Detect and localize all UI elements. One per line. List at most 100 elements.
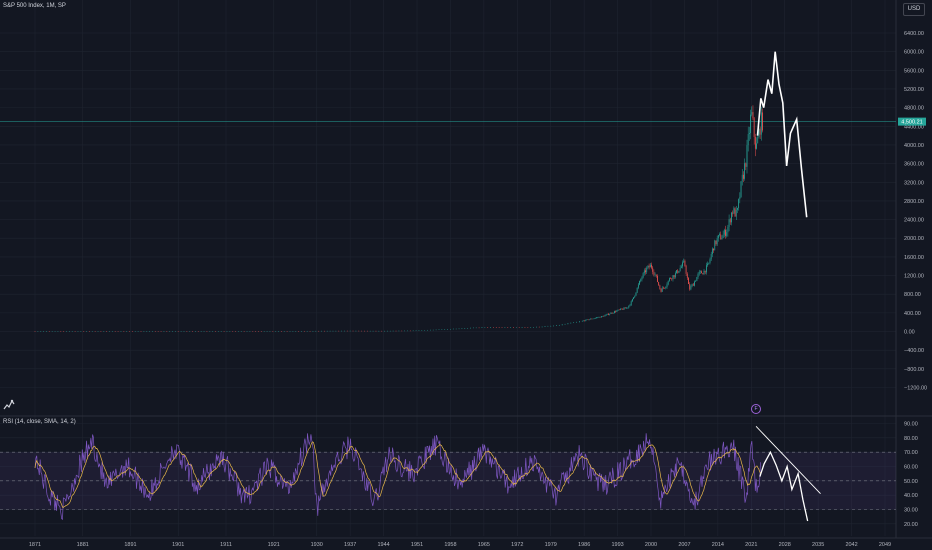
candle-body xyxy=(344,330,345,332)
candle-body xyxy=(706,265,707,273)
candle-body xyxy=(372,330,374,332)
candle-body xyxy=(686,273,688,279)
candle-body xyxy=(583,320,584,322)
candle-body xyxy=(591,318,593,320)
candle-body xyxy=(614,311,615,313)
rsi-tick-label: 60.00 xyxy=(904,465,918,471)
x-tick-label: 1986 xyxy=(578,542,590,548)
candle-body xyxy=(611,312,613,314)
candle-body xyxy=(678,271,680,273)
candle-body xyxy=(556,325,557,326)
price-tick-label: 2800.00 xyxy=(904,199,924,205)
candle-body xyxy=(111,331,113,332)
candle-body xyxy=(157,331,159,332)
x-tick-label: 2049 xyxy=(879,542,891,548)
candle-body xyxy=(599,316,601,318)
candle-body xyxy=(527,327,529,328)
candle-body xyxy=(747,134,749,146)
candle-body xyxy=(303,331,305,332)
x-tick-label: 2021 xyxy=(745,542,757,548)
candle-body xyxy=(671,278,673,280)
candle-body xyxy=(672,275,674,280)
candle-body xyxy=(536,326,537,328)
candle-body xyxy=(346,330,348,332)
candle-body xyxy=(598,316,600,318)
event-badge[interactable]: F xyxy=(751,404,761,414)
candle-body xyxy=(266,331,268,332)
candle-body xyxy=(140,331,142,332)
candle-body xyxy=(80,331,82,332)
candle-body xyxy=(106,331,108,332)
candle-body xyxy=(510,327,512,328)
candle-body xyxy=(298,331,299,332)
candle-body xyxy=(654,274,656,276)
candle-body xyxy=(54,331,56,332)
candle-body xyxy=(74,331,76,332)
candle-body xyxy=(668,278,670,281)
candle-body xyxy=(243,331,245,332)
candle-body xyxy=(197,331,199,332)
candle-body xyxy=(727,226,729,233)
candle-body xyxy=(447,329,448,330)
candle-body xyxy=(272,331,274,332)
candle-body xyxy=(589,319,590,320)
candle-body xyxy=(692,284,694,286)
candle-body xyxy=(166,331,168,332)
candle-body xyxy=(731,212,732,223)
candle-body xyxy=(573,322,575,323)
candle-body xyxy=(679,267,681,272)
rsi-tick-label: 30.00 xyxy=(904,508,918,514)
candle-body xyxy=(186,331,188,332)
candle-body xyxy=(94,331,96,332)
price-tick-label: −800.00 xyxy=(904,367,924,373)
candle-body xyxy=(704,270,706,273)
candle-body xyxy=(452,328,454,330)
candle-body xyxy=(666,284,668,287)
candle-body xyxy=(592,318,594,320)
rsi-tick-label: 90.00 xyxy=(904,422,918,428)
currency-button[interactable]: USD xyxy=(903,3,925,16)
candle-body xyxy=(626,307,627,309)
candle-body xyxy=(635,292,637,296)
candle-body xyxy=(701,271,703,274)
candle-body xyxy=(615,311,617,312)
candle-body xyxy=(640,279,642,281)
candle-body xyxy=(335,330,337,332)
candle-body xyxy=(630,301,632,306)
candle-body xyxy=(752,112,754,119)
price-tick-label: −400.00 xyxy=(904,348,924,354)
candle-body xyxy=(318,330,320,332)
candle-body xyxy=(66,331,67,332)
price-tick-label: 800.00 xyxy=(904,292,921,298)
candle-body xyxy=(609,313,611,315)
candle-body xyxy=(593,318,595,319)
candle-body xyxy=(404,330,406,332)
candle-body xyxy=(278,331,279,332)
candle-body xyxy=(180,331,182,332)
candle-body xyxy=(743,174,744,179)
candle-body xyxy=(722,234,724,239)
candle-body xyxy=(695,281,697,282)
x-tick-label: 2042 xyxy=(845,542,857,548)
candle-body xyxy=(642,273,644,278)
candle-body xyxy=(71,331,73,332)
candle-body xyxy=(100,331,102,332)
candle-body xyxy=(605,314,607,316)
x-tick-label: 1944 xyxy=(377,542,389,548)
candle-body xyxy=(597,317,599,318)
candle-body xyxy=(587,319,589,320)
candle-body xyxy=(660,288,662,292)
candle-body xyxy=(395,330,397,332)
candle-body xyxy=(756,143,757,149)
candle-body xyxy=(326,330,328,332)
x-tick-label: 2028 xyxy=(779,542,791,548)
candle-body xyxy=(700,271,701,272)
candle-body xyxy=(220,331,222,332)
candle-body xyxy=(538,326,540,328)
tradingview-logo-icon[interactable] xyxy=(2,398,16,412)
candle-body xyxy=(603,316,605,317)
candle-body xyxy=(83,331,85,332)
price-tick-label: 5200.00 xyxy=(904,87,924,93)
candle-body xyxy=(586,319,588,320)
candle-body xyxy=(418,330,420,331)
